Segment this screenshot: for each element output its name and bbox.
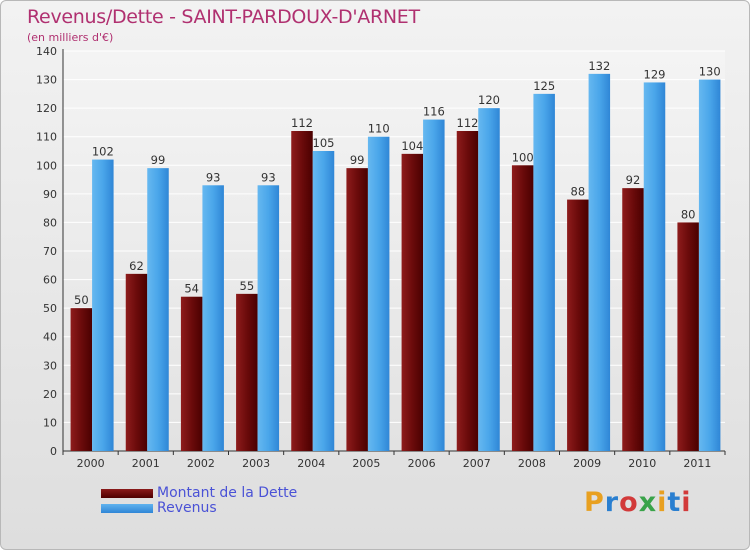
y-tick-label: 140 — [36, 45, 57, 58]
data-label: 110 — [368, 122, 390, 136]
x-tick-label: 2005 — [352, 457, 380, 470]
bar-dette — [622, 188, 644, 451]
y-tick-label: 80 — [43, 216, 57, 229]
data-label: 132 — [588, 59, 610, 73]
bar-revenus — [257, 185, 280, 452]
x-tick-label: 2010 — [628, 457, 656, 470]
y-tick-label: 130 — [36, 74, 57, 87]
bar-revenus — [533, 93, 555, 451]
y-tick-label: 0 — [50, 445, 57, 458]
data-label: 54 — [184, 282, 199, 296]
bar-dette — [567, 199, 589, 451]
legend-label-revenus: Revenus — [157, 500, 217, 516]
data-label: 55 — [240, 279, 255, 293]
data-label: 92 — [626, 173, 641, 187]
x-tick-label: 2000 — [77, 457, 105, 470]
chart-title: Revenus/Dette - SAINT-PARDOUX-D'ARNET — [27, 6, 420, 28]
y-tick-label: 110 — [36, 131, 57, 144]
data-label: 105 — [313, 136, 335, 150]
y-tick-label: 90 — [43, 188, 57, 201]
legend-swatch-dette — [101, 489, 153, 498]
logo-letter: x — [638, 487, 658, 518]
bar-dette — [511, 165, 534, 452]
y-tick-label: 70 — [43, 245, 57, 258]
logo-letter: i — [681, 487, 692, 518]
bar-revenus — [588, 73, 611, 451]
bar-dette — [180, 296, 203, 451]
data-label: 93 — [261, 170, 276, 184]
bar-dette — [456, 131, 479, 451]
proxiti-logo: Proxiti — [584, 487, 692, 518]
y-tick-label: 100 — [36, 159, 57, 172]
y-tick-label: 120 — [36, 102, 57, 115]
x-tick-label: 2003 — [242, 457, 270, 470]
legend-label-dette: Montant de la Dette — [157, 485, 298, 501]
logo-letter: t — [667, 487, 682, 518]
y-tick-label: 60 — [43, 274, 57, 287]
x-tick-label: 2004 — [297, 457, 325, 470]
data-label: 62 — [129, 259, 144, 273]
data-label: 99 — [151, 153, 166, 167]
logo-letter: r — [604, 487, 620, 518]
data-label: 116 — [423, 105, 445, 119]
data-label: 104 — [401, 139, 423, 153]
y-tick-label: 10 — [43, 416, 57, 429]
chart-subtitle: (en milliers d'€) — [27, 31, 114, 44]
bar-revenus — [643, 82, 666, 451]
x-tick-label: 2009 — [573, 457, 601, 470]
data-label: 130 — [699, 65, 721, 79]
y-tick-label: 50 — [43, 302, 57, 315]
bar-dette — [346, 168, 368, 451]
data-label: 100 — [512, 150, 534, 164]
logo-letter: P — [584, 487, 605, 518]
x-tick-label: 2008 — [518, 457, 546, 470]
bar-dette — [236, 293, 258, 451]
y-tick-label: 40 — [43, 331, 57, 344]
x-tick-label: 2002 — [187, 457, 215, 470]
data-label: 80 — [681, 207, 696, 221]
data-label: 125 — [533, 79, 555, 93]
data-label: 112 — [457, 116, 479, 130]
bar-revenus — [423, 119, 445, 452]
legend-swatch-revenus — [101, 504, 153, 513]
data-label: 93 — [206, 170, 221, 184]
data-label: 88 — [571, 185, 586, 199]
data-label: 102 — [92, 145, 114, 159]
bar-revenus — [92, 159, 114, 452]
bar-dette — [401, 153, 424, 451]
logo-letter: i — [657, 487, 668, 518]
bar-revenus — [698, 79, 721, 452]
bar-revenus — [367, 136, 390, 451]
data-label: 112 — [291, 116, 313, 130]
logo-letter: o — [619, 487, 639, 518]
data-label: 50 — [74, 293, 89, 307]
bar-revenus — [202, 185, 224, 452]
data-label: 99 — [350, 153, 365, 167]
bar-dette — [677, 222, 699, 451]
bar-dette — [70, 308, 93, 451]
bar-dette — [125, 273, 148, 451]
x-tick-label: 2001 — [132, 457, 160, 470]
bar-revenus — [312, 151, 335, 451]
y-tick-label: 30 — [43, 359, 57, 372]
y-tick-label: 20 — [43, 388, 57, 401]
bar-dette — [291, 131, 313, 451]
x-tick-label: 2006 — [408, 457, 436, 470]
x-tick-label: 2011 — [683, 457, 711, 470]
data-label: 120 — [478, 93, 500, 107]
data-label: 129 — [644, 67, 666, 81]
bar-revenus — [478, 108, 500, 452]
bar-revenus — [147, 168, 169, 451]
x-tick-label: 2007 — [463, 457, 491, 470]
